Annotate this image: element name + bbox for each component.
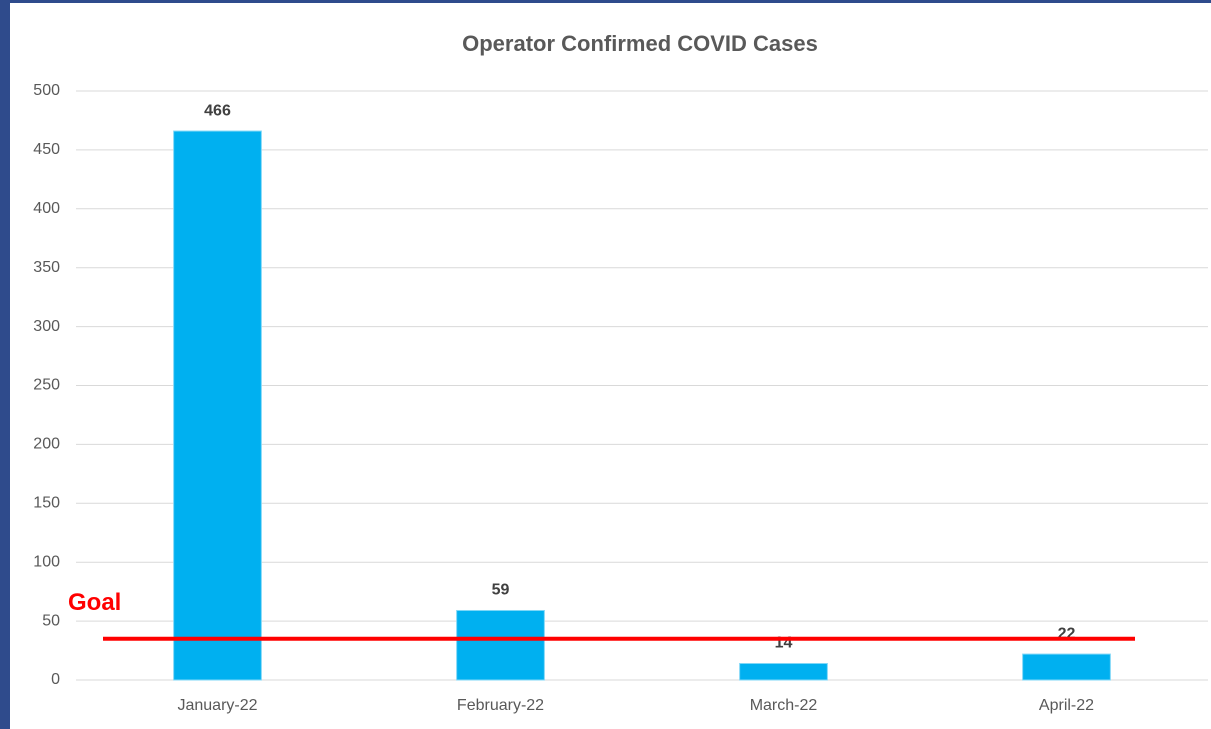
bar xyxy=(1022,653,1111,681)
y-tick-label: 200 xyxy=(33,436,60,453)
bar xyxy=(173,130,262,681)
goal-label: Goal xyxy=(68,589,121,616)
y-tick-label: 150 xyxy=(33,495,60,512)
data-label: 59 xyxy=(492,582,510,599)
x-tick-label: April-22 xyxy=(1039,697,1094,714)
bar xyxy=(739,663,828,681)
y-tick-label: 300 xyxy=(33,318,60,335)
y-tick-label: 400 xyxy=(33,200,60,217)
bar xyxy=(456,609,545,681)
chart-title: Operator Confirmed COVID Cases xyxy=(462,31,818,56)
y-tick-label: 0 xyxy=(51,671,60,688)
data-label: 466 xyxy=(204,102,231,119)
x-tick-label: February-22 xyxy=(457,697,544,714)
y-tick-label: 50 xyxy=(42,612,60,629)
frame-top xyxy=(0,0,1211,3)
y-tick-label: 250 xyxy=(33,377,60,394)
x-tick-label: January-22 xyxy=(177,697,257,714)
frame-left xyxy=(0,0,10,729)
y-tick-label: 350 xyxy=(33,259,60,276)
x-tick-label: March-22 xyxy=(750,697,818,714)
y-tick-label: 500 xyxy=(33,82,60,99)
y-tick-label: 450 xyxy=(33,141,60,158)
y-tick-label: 100 xyxy=(33,553,60,570)
